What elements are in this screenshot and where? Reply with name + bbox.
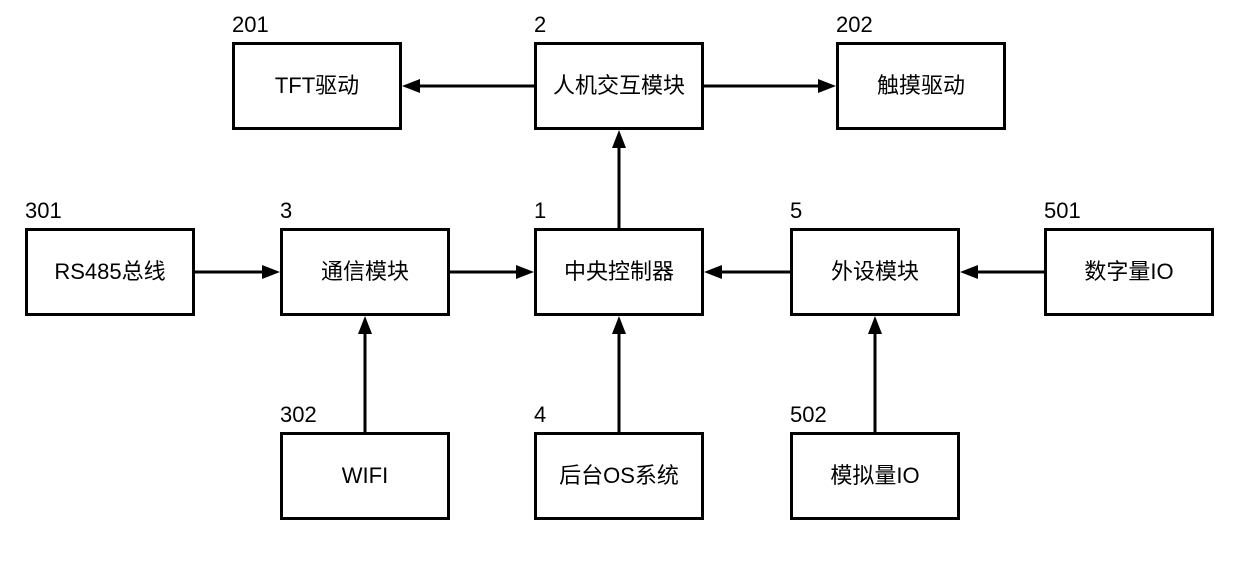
node-label: 人机交互模块 (553, 72, 685, 100)
node-n202: 触摸驱动 (836, 42, 1006, 130)
edge-arrowhead-4 (516, 265, 534, 279)
node-label: 通信模块 (321, 258, 409, 286)
node-number-n202: 202 (836, 12, 873, 38)
node-n501: 数字量IO (1044, 228, 1214, 316)
node-number-n5: 5 (790, 198, 802, 224)
node-n502: 模拟量IO (790, 432, 960, 520)
node-label: 中央控制器 (564, 258, 674, 286)
node-n302: WIFI (280, 432, 450, 520)
edge-arrowhead-6 (960, 265, 978, 279)
node-label: 数字量IO (1084, 258, 1173, 286)
edge-arrowhead-2 (612, 130, 626, 148)
edge-arrowhead-9 (868, 316, 882, 334)
node-label: RS485总线 (54, 258, 165, 286)
node-number-n3: 3 (280, 198, 292, 224)
node-number-n1: 1 (534, 198, 546, 224)
node-label: 外设模块 (831, 258, 919, 286)
node-number-n301: 301 (25, 198, 62, 224)
node-number-n201: 201 (232, 12, 269, 38)
node-n4: 后台OS系统 (534, 432, 704, 520)
node-n3: 通信模块 (280, 228, 450, 316)
node-label: 模拟量IO (830, 462, 919, 490)
node-n201: TFT驱动 (232, 42, 402, 130)
edge-arrowhead-7 (358, 316, 372, 334)
edge-arrowhead-0 (402, 79, 420, 93)
node-number-n2: 2 (534, 12, 546, 38)
node-number-n501: 501 (1044, 198, 1081, 224)
node-n2: 人机交互模块 (534, 42, 704, 130)
edge-arrowhead-3 (262, 265, 280, 279)
node-number-n502: 502 (790, 402, 827, 428)
node-label: 后台OS系统 (559, 462, 679, 490)
edge-arrowhead-8 (612, 316, 626, 334)
node-number-n302: 302 (280, 402, 317, 428)
node-number-n4: 4 (534, 402, 546, 428)
edge-arrowhead-5 (704, 265, 722, 279)
node-label: TFT驱动 (275, 72, 359, 100)
edge-arrowhead-1 (818, 79, 836, 93)
node-label: WIFI (342, 462, 388, 490)
diagram-stage: TFT驱动 201 人机交互模块 2 触摸驱动 202 RS485总线 301 通信模块 3 中央控… (0, 0, 1239, 575)
node-n5: 外设模块 (790, 228, 960, 316)
node-n301: RS485总线 (25, 228, 195, 316)
node-n1: 中央控制器 (534, 228, 704, 316)
node-label: 触摸驱动 (877, 72, 965, 100)
